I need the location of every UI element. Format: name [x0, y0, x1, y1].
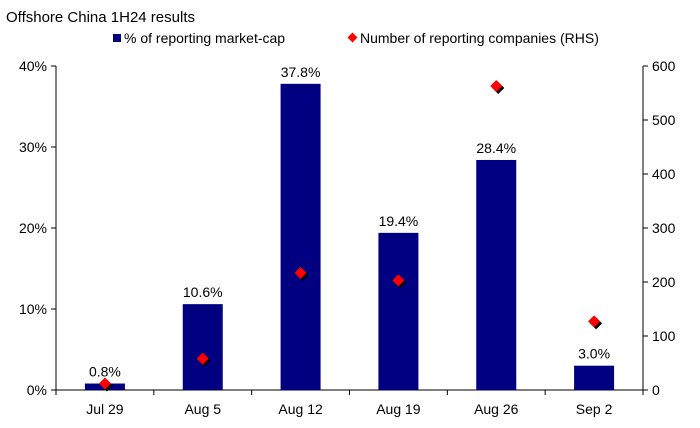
- x-tick-label: Aug 5: [184, 401, 221, 417]
- x-tick-label: Aug 19: [376, 401, 421, 417]
- right-tick-label: 600: [652, 58, 676, 74]
- bar: [476, 159, 517, 390]
- bar-data-label: 37.8%: [281, 64, 321, 80]
- scatter-point: [490, 79, 503, 92]
- x-tick-label: Jul 29: [86, 401, 124, 417]
- bar-data-label: 19.4%: [379, 213, 419, 229]
- right-tick-label: 500: [652, 112, 676, 128]
- legend: % of reporting market-cap Number of repo…: [113, 30, 599, 46]
- bar: [182, 304, 223, 390]
- scatter-point: [196, 352, 209, 365]
- bar-data-label: 0.8%: [89, 364, 121, 380]
- x-tick-label: Sep 2: [576, 401, 613, 417]
- legend-label-diamond: Number of reporting companies (RHS): [360, 30, 599, 46]
- x-tick-label: Aug 26: [474, 401, 519, 417]
- right-tick-label: 0: [652, 382, 660, 398]
- legend-label-bar: % of reporting market-cap: [124, 30, 285, 46]
- scatter-point: [294, 266, 307, 279]
- left-tick-label: 0%: [27, 382, 47, 398]
- left-tick-label: 10%: [19, 301, 47, 317]
- bar-data-label: 3.0%: [578, 346, 610, 362]
- scatter-point: [588, 315, 601, 328]
- left-tick-label: 30%: [19, 139, 47, 155]
- chart-title: Offshore China 1H24 results: [6, 9, 195, 26]
- legend-swatch-diamond: [347, 32, 358, 43]
- right-tick-label: 200: [652, 274, 676, 290]
- bar: [280, 83, 321, 390]
- bar-data-label: 10.6%: [183, 284, 223, 300]
- scatter-point: [392, 274, 405, 287]
- legend-swatch-bar: [113, 34, 121, 42]
- bar-data-label: 28.4%: [476, 140, 516, 156]
- bar: [574, 365, 615, 390]
- x-tick-label: Aug 12: [278, 401, 323, 417]
- left-tick-label: 20%: [19, 220, 47, 236]
- right-tick-label: 400: [652, 166, 676, 182]
- bar: [378, 232, 419, 390]
- plot-area: 0% 10% 20% 30% 40% 0 100 200 300 400 500 600 Jul 29 A…: [19, 58, 676, 417]
- scatter-point: [98, 377, 111, 390]
- right-tick-label: 100: [652, 328, 676, 344]
- left-tick-label: 40%: [19, 58, 47, 74]
- right-tick-label: 300: [652, 220, 676, 236]
